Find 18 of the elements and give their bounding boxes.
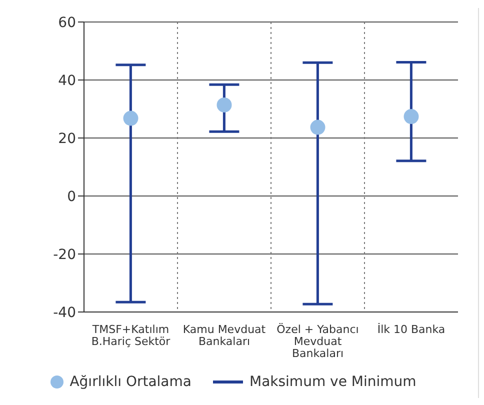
x-tick-label: Kamu Mevduat Bankaları [182, 323, 266, 348]
y-tick-label: 60 [58, 14, 76, 31]
point [216, 97, 232, 112]
point [404, 109, 419, 124]
x-tick-label: TMSF+Katılım B.Hariç Sektör [91, 323, 171, 348]
y-tick-label: 40 [58, 72, 76, 89]
y-tick-label: -40 [53, 304, 76, 321]
bar [129, 64, 132, 302]
legend-label: Ağırlıklı Ortalama [70, 374, 192, 390]
y-tick-label: 0 [67, 188, 76, 205]
legend-label: Maksimum ve Minimum [249, 374, 416, 390]
x-tick-label: İlk 10 Banka [377, 322, 446, 336]
y-tick-label: 20 [58, 130, 76, 147]
x-tick-label: Özel + Yabancı Mevduat Bankaları [276, 322, 359, 360]
point [123, 110, 138, 126]
bar [316, 62, 319, 304]
point [310, 120, 326, 135]
y-tick-label: -20 [53, 246, 76, 263]
